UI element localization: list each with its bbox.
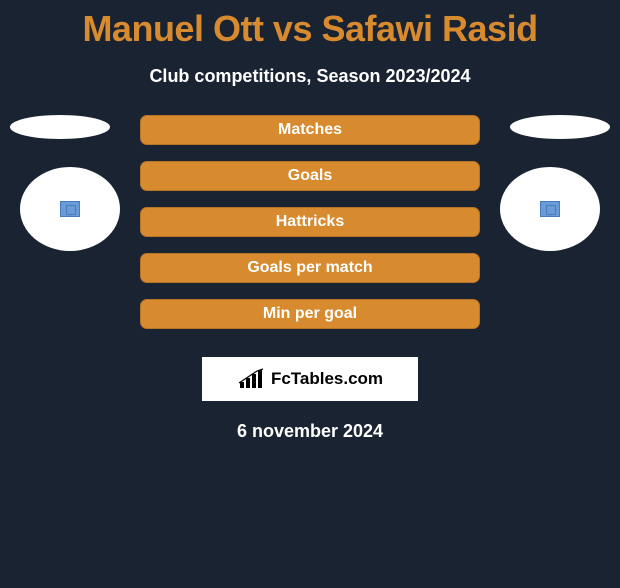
stat-label: Goals per match (247, 259, 372, 277)
player-right-avatar (500, 167, 600, 251)
brand-logo: FcTables.com (202, 357, 418, 401)
stat-bar-goals-per-match: Goals per match (140, 253, 480, 283)
player-right-ellipse (510, 115, 610, 139)
stat-bar-hattricks: Hattricks (140, 207, 480, 237)
image-placeholder-icon (60, 201, 80, 217)
stat-bar-min-per-goal: Min per goal (140, 299, 480, 329)
player-left-ellipse (10, 115, 110, 139)
stat-bar-matches: Matches (140, 115, 480, 145)
page-title: Manuel Ott vs Safawi Rasid (0, 8, 620, 50)
bars-icon (237, 368, 265, 390)
stat-bars: Matches Goals Hattricks Goals per match … (140, 115, 480, 329)
stat-label: Matches (278, 121, 342, 139)
stat-label: Min per goal (263, 305, 357, 323)
brand-logo-text: FcTables.com (271, 369, 383, 389)
stat-label: Goals (288, 167, 332, 185)
stat-bar-goals: Goals (140, 161, 480, 191)
player-left-avatar (20, 167, 120, 251)
footer-date: 6 november 2024 (0, 421, 620, 442)
image-placeholder-icon (540, 201, 560, 217)
comparison-panel: Matches Goals Hattricks Goals per match … (0, 115, 620, 442)
stat-label: Hattricks (276, 213, 344, 231)
subtitle: Club competitions, Season 2023/2024 (0, 66, 620, 87)
